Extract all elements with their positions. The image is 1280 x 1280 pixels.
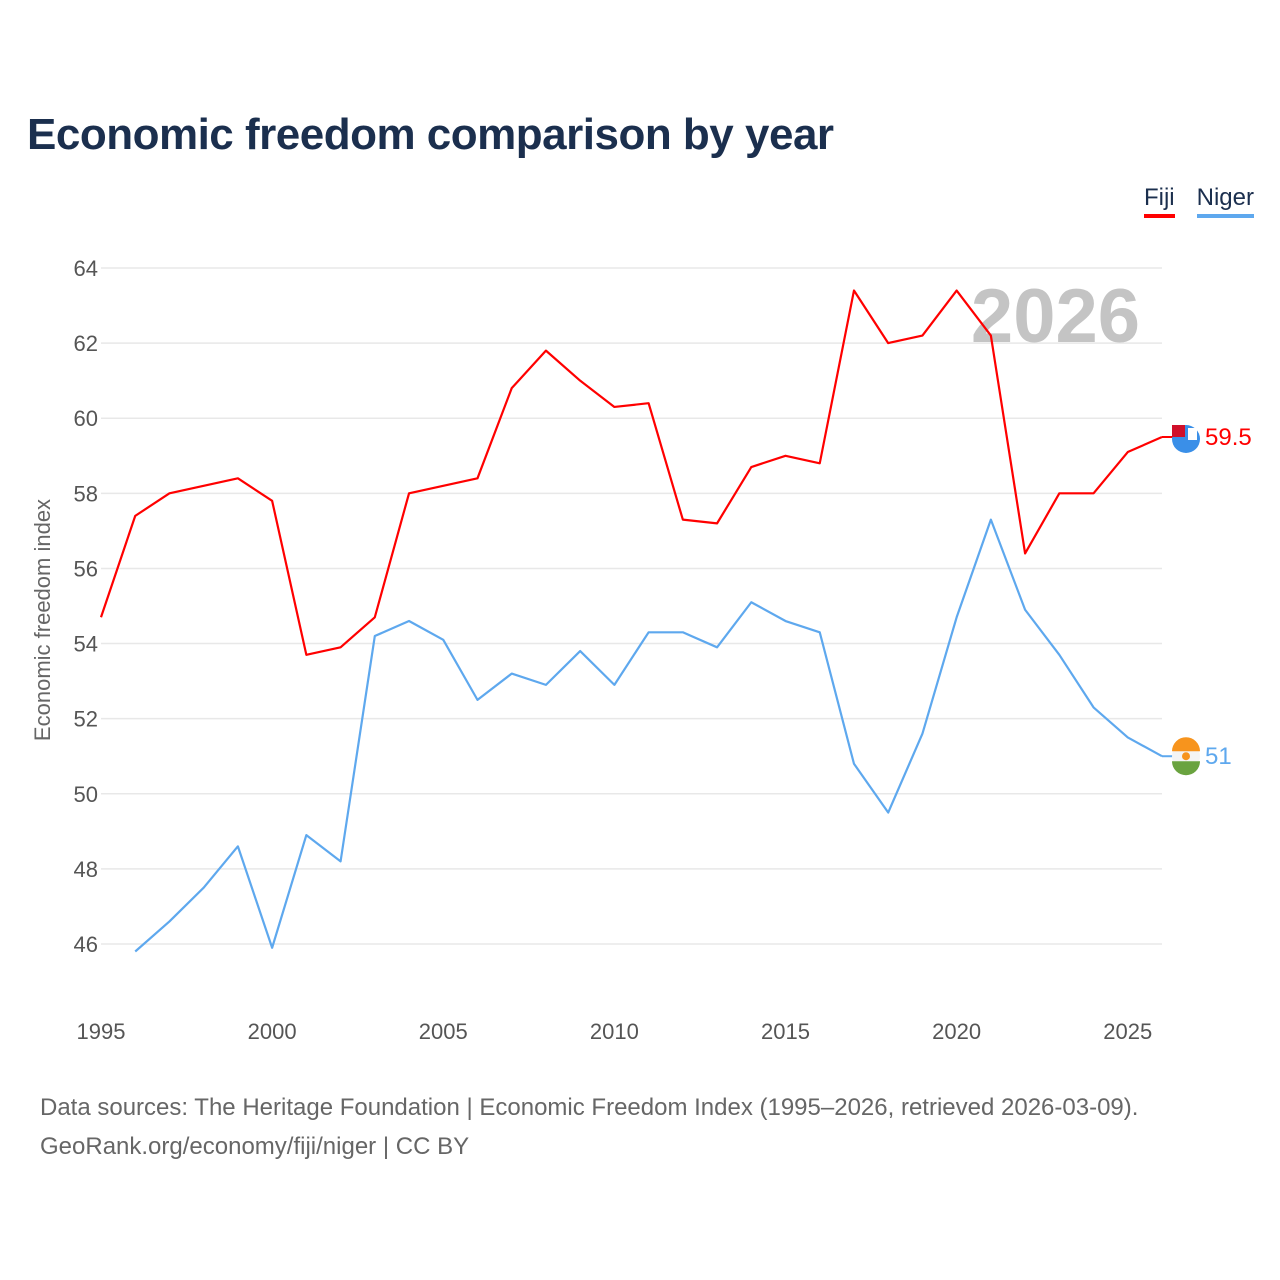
y-tick-label: 58 — [74, 481, 98, 506]
end-value-label-niger: 51 — [1205, 743, 1232, 770]
y-tick-label: 54 — [74, 632, 98, 657]
x-tick-label: 2015 — [761, 1019, 810, 1044]
legend-fiji[interactable]: Fiji — [1143, 184, 1175, 218]
series-line-fiji — [99, 289, 1163, 656]
legend: Fiji Niger — [1143, 184, 1254, 218]
year-watermark: 2026 — [971, 274, 1140, 359]
y-tick-label: 52 — [74, 707, 98, 732]
y-tick-label: 46 — [74, 932, 98, 957]
x-tick-label: 1995 — [77, 1019, 126, 1044]
x-tick-label: 2025 — [1103, 1019, 1152, 1044]
chart-title: Economic freedom comparison by year — [27, 110, 834, 159]
y-tick-label: 50 — [74, 782, 98, 807]
x-tick-label: 2005 — [419, 1019, 468, 1044]
niger-flag-green — [1172, 761, 1200, 776]
source-note: Data sources: The Heritage Foundation | … — [40, 1088, 1138, 1166]
y-tick-label: 60 — [74, 406, 98, 431]
fiji-flag-canton — [1172, 425, 1185, 437]
source-line-2: GeoRank.org/economy/fiji/niger | CC BY — [40, 1133, 470, 1160]
niger-flag-orange — [1172, 737, 1200, 752]
series-line-niger — [134, 518, 1163, 953]
legend-niger[interactable]: Niger — [1196, 184, 1254, 218]
x-tick-label: 2000 — [248, 1019, 297, 1044]
x-tick-label: 2010 — [590, 1019, 639, 1044]
fiji-flag-shield — [1188, 428, 1197, 440]
end-value-label-fiji: 59.5 — [1205, 424, 1252, 451]
y-tick-label: 56 — [74, 556, 98, 581]
y-tick-label: 62 — [74, 331, 98, 356]
y-tick-label: 64 — [74, 256, 98, 281]
y-axis-label: Economic freedom index — [30, 499, 55, 741]
x-tick-label: 2020 — [932, 1019, 981, 1044]
source-line-1: Data sources: The Heritage Foundation | … — [40, 1094, 1139, 1121]
line-chart: 46 48 50 52 54 56 58 60 62 64 1995 2000 2005 2010 2015… — [30, 256, 1252, 1044]
niger-flag-sun — [1182, 752, 1190, 761]
y-tick-label: 48 — [74, 857, 98, 882]
